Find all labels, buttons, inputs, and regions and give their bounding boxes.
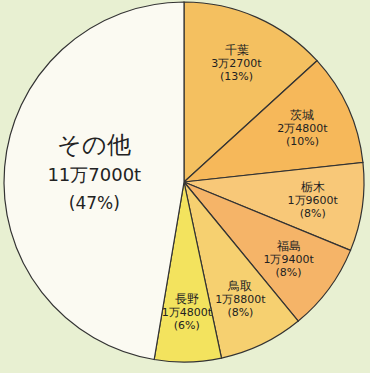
value-label: 1万9400t [263, 253, 314, 266]
chart-container: 千葉3万2700t(13%)茨城2万4800t(10%)栃木1万9600t(8%… [0, 0, 370, 373]
percent-label: (8%) [300, 207, 326, 220]
percent-label: (6%) [174, 319, 200, 332]
percent-label: (13%) [220, 70, 253, 83]
category-label: 鳥取 [227, 279, 252, 293]
value-label: 11万7000t [47, 164, 141, 185]
value-label: 3万2700t [211, 57, 262, 70]
chart: 千葉3万2700t(13%)茨城2万4800t(10%)栃木1万9600t(8%… [0, 0, 370, 373]
value-label: 1万9600t [288, 194, 339, 207]
labels: 千葉3万2700t(13%)茨城2万4800t(10%)栃木1万9600t(8%… [47, 43, 338, 332]
category-label: 長野 [175, 292, 199, 306]
category-label: 茨城 [290, 108, 314, 122]
value-label: 2万4800t [277, 122, 328, 135]
category-label: 栃木 [301, 180, 325, 194]
slices [4, 2, 364, 362]
percent-label: (8%) [227, 306, 253, 319]
value-label: 1万4800t [162, 306, 213, 319]
category-label: その他 [57, 131, 131, 159]
value-label: 1万8800t [215, 293, 266, 306]
category-label: 千葉 [225, 43, 249, 57]
background [0, 0, 370, 373]
category-label: 福島 [277, 239, 301, 253]
pie-slice [4, 2, 184, 360]
pie-slice [184, 61, 363, 182]
percent-label: (47%) [69, 193, 120, 213]
percent-label: (8%) [276, 266, 302, 279]
percent-label: (10%) [286, 135, 319, 148]
